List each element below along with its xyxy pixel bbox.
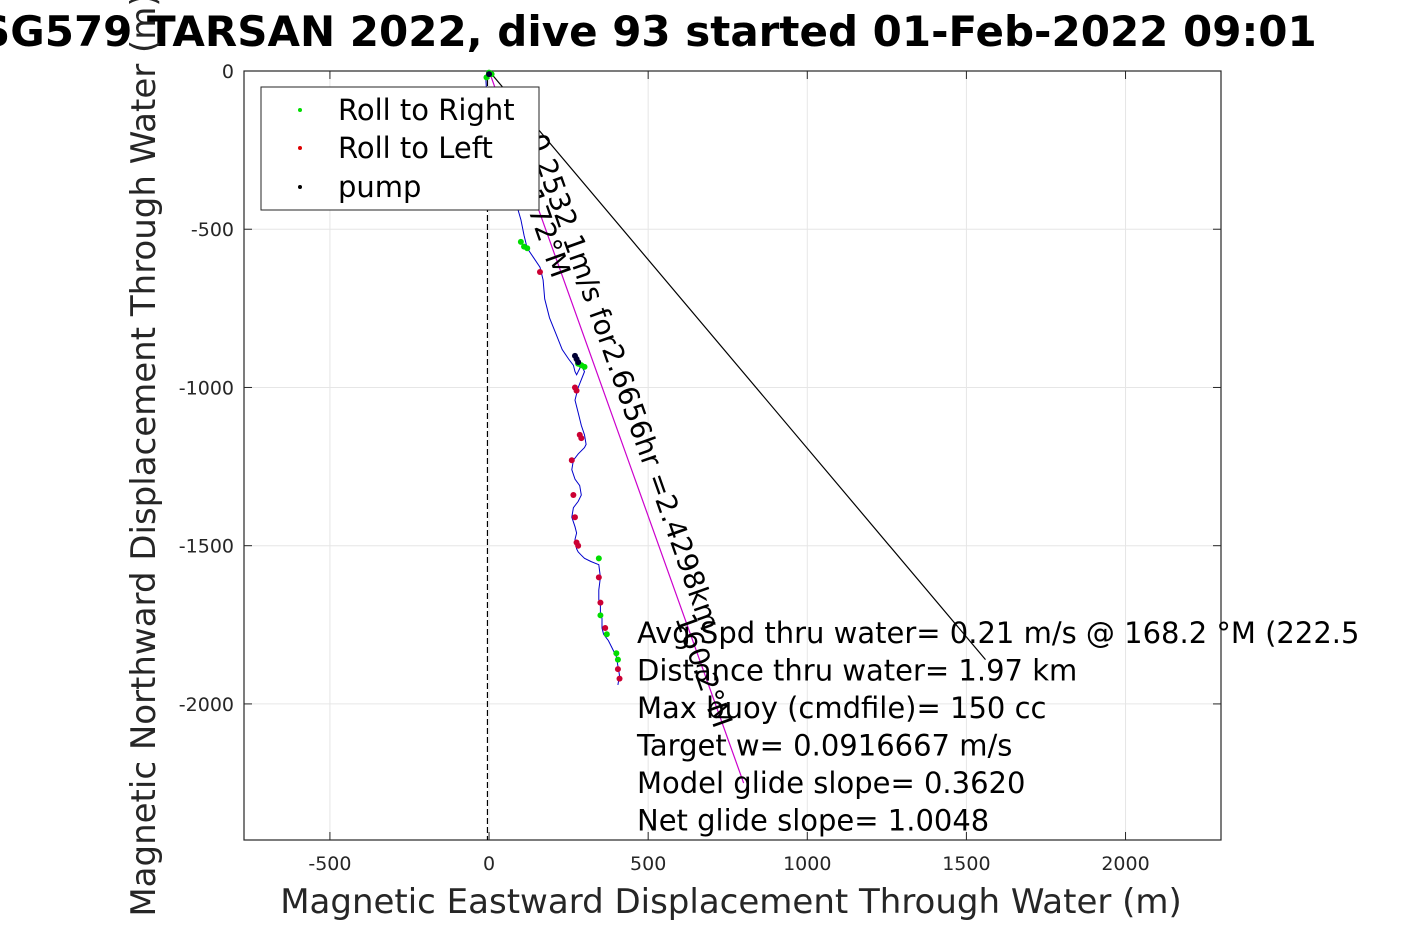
legend-marker-pump — [298, 185, 302, 189]
roll-left-point — [575, 542, 582, 549]
stats-line: Model glide slope= 0.3620 — [637, 766, 1025, 800]
stats-line: Target w= 0.0916667 m/s — [636, 729, 1012, 763]
roll-right-point — [595, 555, 602, 562]
y-tick-label: -1500 — [179, 536, 234, 558]
plot-frame — [243, 70, 1222, 841]
legend-label-pump: pump — [338, 170, 421, 204]
legend-box — [260, 86, 540, 211]
roll-left-point — [568, 457, 575, 464]
roll-left-point — [597, 599, 604, 606]
legend-marker-roll-right — [298, 108, 302, 112]
roll-right-point — [614, 656, 621, 663]
y-axis-label: Magnetic Northward Displacement Through … — [124, 0, 164, 917]
axis-ticks: -500 0 500 1000 1500 2000 0 -500 -1000 -1500 -2000 — [179, 61, 1221, 875]
roll-left-point — [616, 675, 623, 682]
roll-right-point — [613, 650, 620, 657]
x-tick-label: 500 — [630, 853, 666, 875]
y-tick-label: -500 — [191, 219, 234, 241]
heading-line — [488, 70, 986, 661]
stats-annotation: Avg Spd thru water= 0.21 m/s @ 168.2 °M … — [636, 616, 1359, 838]
x-tick-label: 1000 — [783, 853, 831, 875]
roll-right-point — [517, 238, 524, 245]
pump-point — [575, 359, 582, 366]
x-axis-label: Magnetic Eastward Displacement Through W… — [280, 882, 1182, 922]
roll-left-point — [614, 666, 621, 673]
roll-right-point — [597, 612, 604, 619]
y-tick-label: -2000 — [179, 694, 234, 716]
roll-left-point — [536, 268, 543, 275]
stats-line: Distance thru water= 1.97 km — [637, 654, 1077, 688]
roll-left-point — [571, 514, 578, 521]
legend-label-roll-right: Roll to Right — [338, 93, 515, 127]
legend-marker-roll-left — [298, 146, 302, 150]
roll-left-point — [578, 435, 585, 442]
stats-line: Max buoy (cmdfile)= 150 cc — [637, 691, 1046, 725]
x-tick-label: -500 — [308, 853, 351, 875]
chart-title: SG579 TARSAN 2022, dive 93 started 01-Fe… — [0, 7, 1317, 56]
x-tick-label: 2000 — [1101, 853, 1149, 875]
y-tick-label: -1000 — [179, 377, 234, 399]
stats-line: Avg Spd thru water= 0.21 m/s @ 168.2 °M … — [637, 616, 1359, 650]
stats-line: Net glide slope= 1.0048 — [637, 804, 989, 838]
x-tick-label: 0 — [483, 853, 495, 875]
roll-right-point — [603, 631, 610, 638]
legend: Roll to Right Roll to Left pump — [260, 86, 540, 211]
roll-left-point — [573, 387, 580, 394]
y-tick-label: 0 — [222, 61, 234, 83]
roll-points — [483, 69, 623, 682]
roll-left-point — [595, 574, 602, 581]
x-tick-label: 1500 — [942, 853, 990, 875]
legend-label-roll-left: Roll to Left — [338, 131, 493, 165]
pump-point — [486, 71, 493, 78]
roll-left-point — [602, 624, 609, 631]
roll-right-point — [524, 245, 531, 252]
roll-left-point — [570, 492, 577, 499]
